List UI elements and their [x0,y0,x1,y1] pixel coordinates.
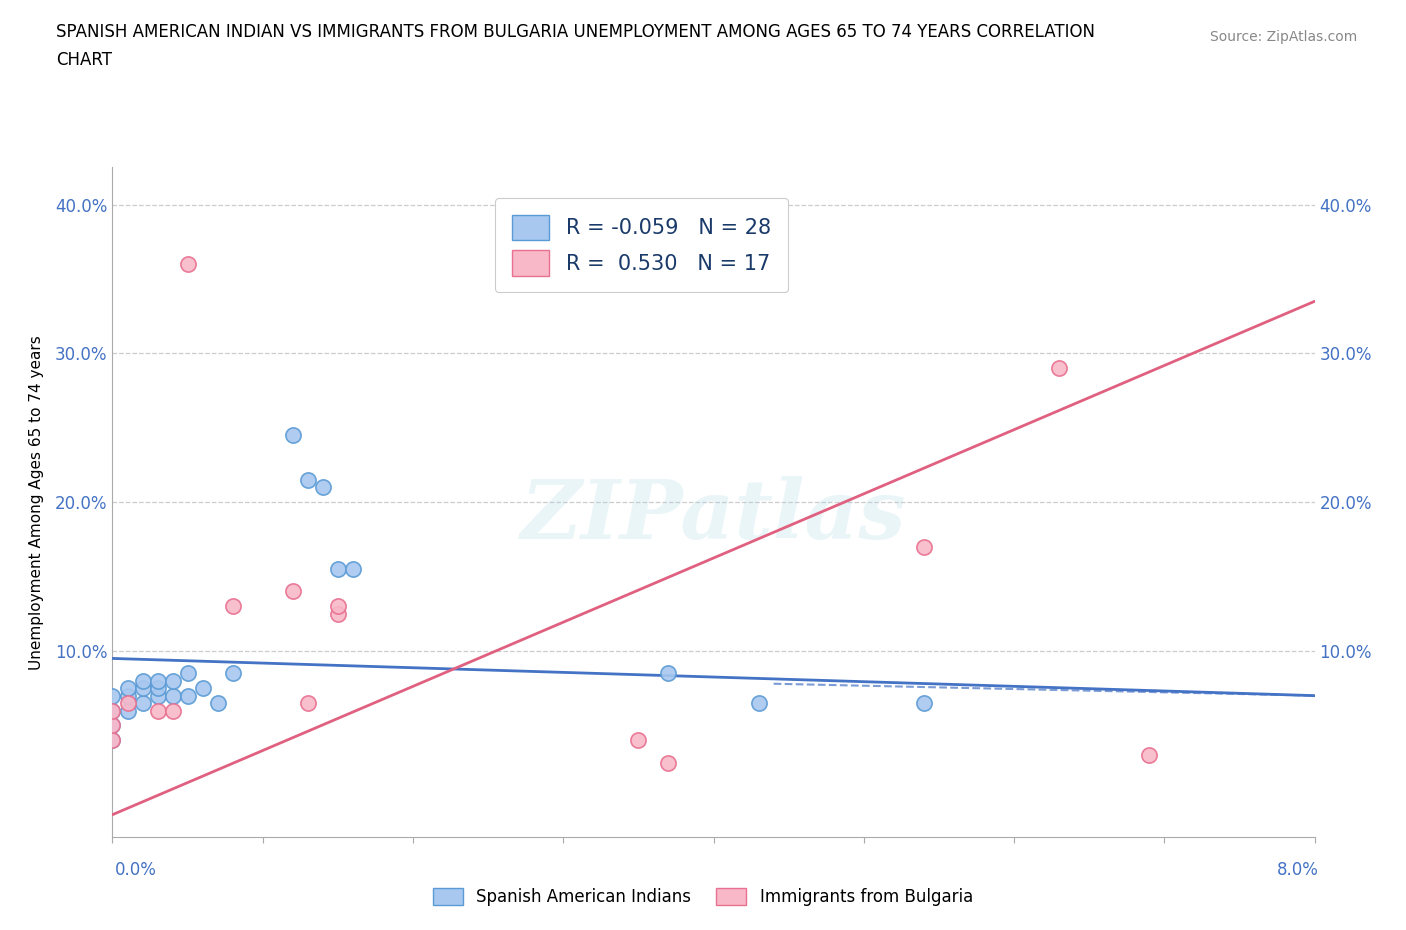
Legend: Spanish American Indians, Immigrants from Bulgaria: Spanish American Indians, Immigrants fro… [426,881,980,912]
Text: Source: ZipAtlas.com: Source: ZipAtlas.com [1209,30,1357,44]
Point [207,696,229,711]
Point [146,681,169,696]
Legend: R = -0.059   N = 28, R =  0.530   N = 17: R = -0.059 N = 28, R = 0.530 N = 17 [495,198,787,293]
Point [176,257,198,272]
Point [281,428,304,443]
Point [162,673,184,688]
Text: 8.0%: 8.0% [1277,860,1319,879]
Point [101,718,124,733]
Y-axis label: Unemployment Among Ages 65 to 74 years: Unemployment Among Ages 65 to 74 years [30,335,44,670]
Point [101,733,124,748]
Text: SPANISH AMERICAN INDIAN VS IMMIGRANTS FROM BULGARIA UNEMPLOYMENT AMONG AGES 65 T: SPANISH AMERICAN INDIAN VS IMMIGRANTS FR… [56,23,1095,41]
Point [1137,748,1160,763]
Point [222,666,245,681]
Point [912,696,935,711]
Point [101,688,124,703]
Point [297,696,319,711]
Point [146,703,169,718]
Point [131,696,153,711]
Point [131,673,153,688]
Point [912,539,935,554]
Point [146,673,169,688]
Point [101,703,124,718]
Point [627,733,650,748]
Point [326,599,349,614]
Point [312,480,335,495]
Point [117,688,139,703]
Point [748,696,770,711]
Point [191,681,214,696]
Point [176,688,198,703]
Point [131,681,153,696]
Point [146,688,169,703]
Text: 0.0%: 0.0% [115,860,157,879]
Point [117,696,139,711]
Point [101,718,124,733]
Point [342,562,364,577]
Point [176,666,198,681]
Point [657,666,679,681]
Point [101,703,124,718]
Point [162,688,184,703]
Text: CHART: CHART [56,51,112,69]
Point [326,562,349,577]
Point [657,755,679,770]
Point [117,681,139,696]
Point [101,733,124,748]
Point [162,703,184,718]
Point [1047,361,1070,376]
Text: ZIPatlas: ZIPatlas [520,475,907,555]
Point [297,472,319,487]
Point [117,703,139,718]
Point [222,599,245,614]
Point [326,606,349,621]
Point [281,584,304,599]
